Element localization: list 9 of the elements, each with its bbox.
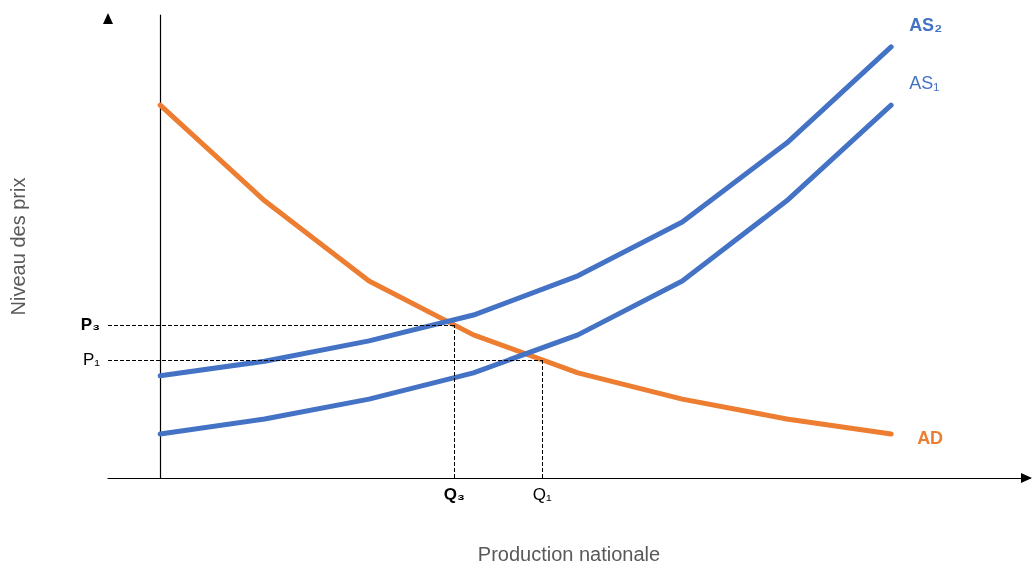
y-axis-title: Niveau des prix bbox=[7, 177, 29, 316]
series-label: AD bbox=[917, 428, 944, 449]
ref-line-label: P₁ bbox=[82, 350, 101, 370]
text: Q₁ bbox=[532, 485, 553, 504]
text: Q₃ bbox=[443, 485, 465, 504]
series-label: AS₁ bbox=[909, 73, 940, 94]
series-label: AS₂ bbox=[909, 14, 943, 35]
x-axis-title: Production nationale bbox=[477, 543, 661, 565]
ref-line-label: P₃ bbox=[80, 315, 100, 335]
